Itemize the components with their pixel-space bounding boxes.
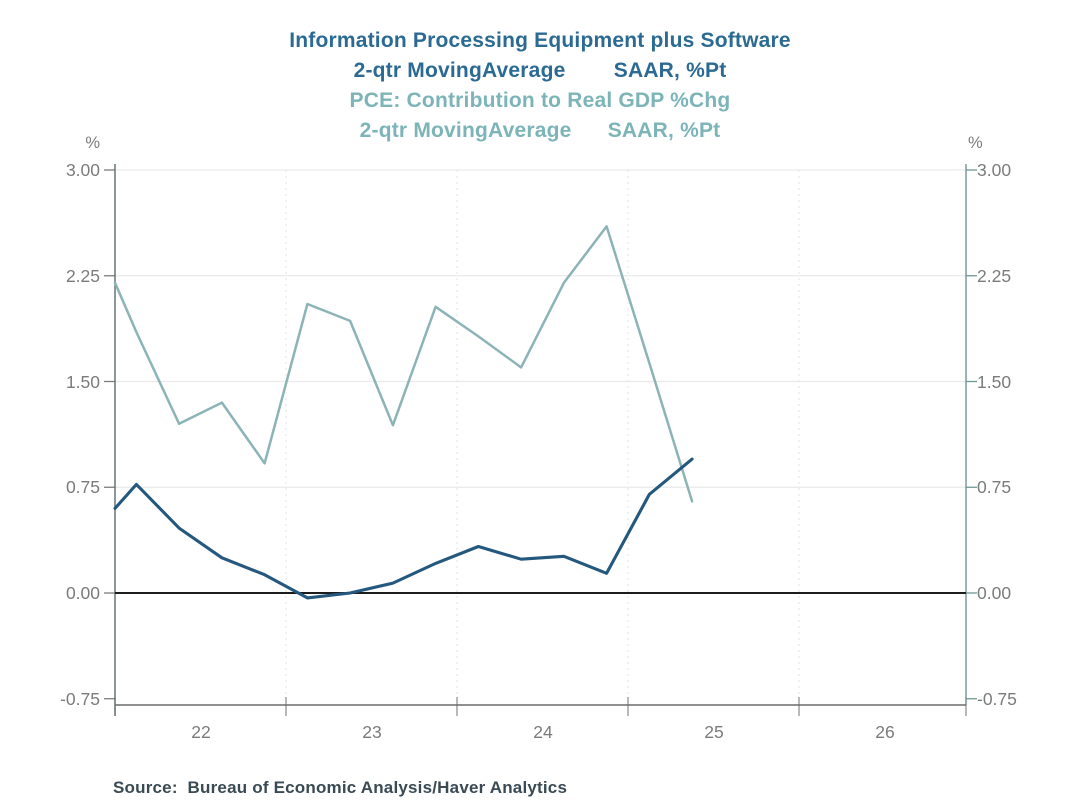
y-tick-label-right: 1.50 [977, 372, 1012, 392]
series1-title: Information Processing Equipment plus So… [289, 29, 791, 52]
x-tick-label: 22 [191, 722, 211, 742]
source-note: Source: Bureau of Economic Analysis/Have… [113, 778, 568, 797]
series2-subtitle: 2-qtr MovingAverage SAAR, %Pt [359, 119, 721, 142]
y-tick-label-left: 2.25 [65, 266, 100, 286]
y-tick-label-right: 2.25 [977, 266, 1012, 286]
chart-title-block: Information Processing Equipment plus So… [0, 26, 1080, 146]
y-tick-label-left: 3.00 [65, 160, 100, 180]
series1-subtitle: 2-qtr MovingAverage SAAR, %Pt [353, 59, 727, 82]
x-tick-label: 26 [875, 722, 895, 742]
y-tick-label-left: -0.75 [60, 689, 100, 709]
y-tick-label-right: -0.75 [977, 689, 1017, 709]
right-axis-unit-label: % [968, 134, 983, 152]
series-line [113, 225, 694, 503]
x-tick-label: 25 [704, 722, 724, 742]
left-axis-unit-label: % [85, 134, 100, 152]
y-tick-label-right: 0.75 [977, 477, 1012, 497]
y-tick-label-right: 3.00 [977, 160, 1012, 180]
y-tick-label-left: 1.50 [65, 372, 100, 392]
y-tick-label-left: 0.75 [65, 477, 100, 497]
y-tick-label-left: 0.00 [65, 583, 100, 603]
x-tick-label: 24 [533, 722, 553, 742]
series-line [113, 457, 694, 600]
series2-title: PCE: Contribution to Real GDP %Chg [349, 89, 731, 112]
x-tick-label: 23 [362, 722, 382, 742]
y-tick-label-right: 0.00 [977, 583, 1012, 603]
